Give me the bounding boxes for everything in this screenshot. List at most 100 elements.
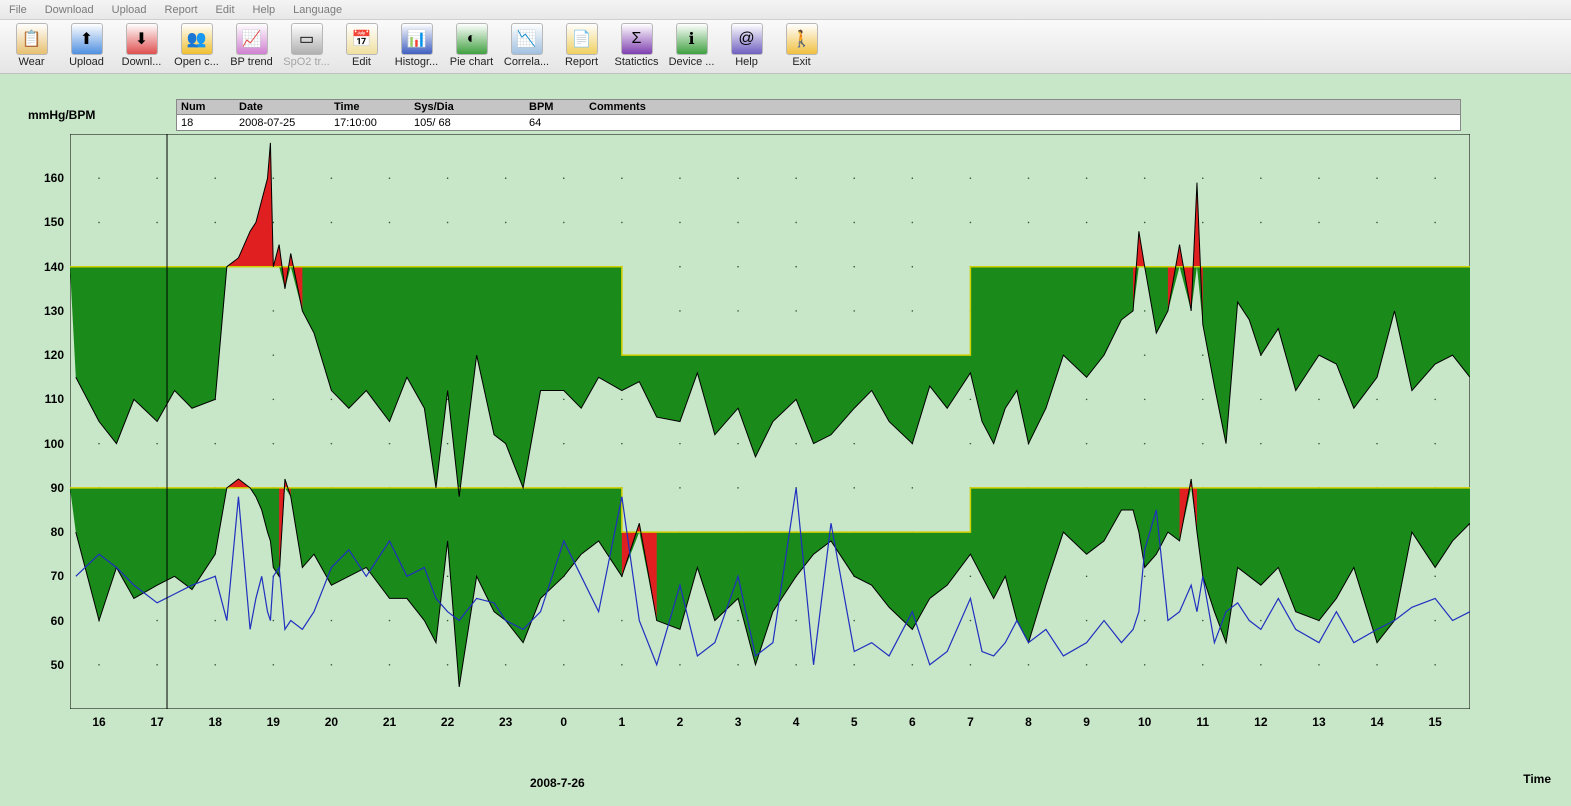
ytick: 130 [34,304,64,318]
xtick: 2 [670,715,690,729]
data-row[interactable]: 18 2008-07-25 17:10:00 105/ 68 64 [176,115,1461,131]
menu-help[interactable]: Help [244,2,285,18]
exit-icon: 🚶 [786,23,818,55]
help-icon: @ [731,23,763,55]
spotr-icon: ▭ [291,23,323,55]
tool-label: Report [554,56,609,68]
tool-bptrend[interactable]: 📈BP trend [224,22,279,68]
ytick: 100 [34,437,64,451]
ytick: 60 [34,614,64,628]
tool-label: Upload [59,56,114,68]
bp-trend-plot[interactable] [70,134,1470,709]
bptrend-icon: 📈 [236,23,268,55]
ytick: 120 [34,348,64,362]
xtick: 3 [728,715,748,729]
xtick: 14 [1367,715,1387,729]
col-com: Comments [589,101,1460,113]
tool-histogr[interactable]: 📊Histogr... [389,22,444,68]
xtick: 10 [1135,715,1155,729]
piechart-icon: ◐ [456,23,488,55]
statictics-icon: Σ [621,23,653,55]
menubar: FileDownloadUploadReportEditHelpLanguage [0,0,1571,20]
xtick: 17 [147,715,167,729]
chart-area: mmHg/BPM Num Date Time Sys/Dia BPM Comme… [0,74,1571,806]
correla-icon: 📉 [511,23,543,55]
ytick: 70 [34,569,64,583]
tool-label: Device ... [664,56,719,68]
menu-download[interactable]: Download [36,2,103,18]
tool-openc[interactable]: 👥Open c... [169,22,224,68]
xtick: 8 [1019,715,1039,729]
tool-spotr: ▭SpO2 tr... [279,22,334,68]
xtick: 0 [554,715,574,729]
tool-edit[interactable]: 📅Edit [334,22,389,68]
tool-correla[interactable]: 📉Correla... [499,22,554,68]
xtick: 13 [1309,715,1329,729]
tool-label: Correla... [499,56,554,68]
col-date: Date [239,101,334,113]
tool-label: BP trend [224,56,279,68]
tool-label: Statictics [609,56,664,68]
menu-file[interactable]: File [0,2,36,18]
tool-downl[interactable]: ⬇Downl... [114,22,169,68]
tool-exit[interactable]: 🚶Exit [774,22,829,68]
ytick: 90 [34,481,64,495]
xtick: 15 [1425,715,1445,729]
menu-language[interactable]: Language [284,2,351,18]
histogr-icon: 📊 [401,23,433,55]
tool-label: Exit [774,56,829,68]
menu-upload[interactable]: Upload [103,2,156,18]
tool-report[interactable]: 📄Report [554,22,609,68]
tool-label: Histogr... [389,56,444,68]
data-header: Num Date Time Sys/Dia BPM Comments [176,99,1461,115]
ytick: 80 [34,525,64,539]
edit-icon: 📅 [346,23,378,55]
x-date-label: 2008-7-26 [530,776,585,790]
xtick: 12 [1251,715,1271,729]
toolbar: 📋Wear⬆Upload⬇Downl...👥Open c...📈BP trend… [0,20,1571,74]
xtick: 19 [263,715,283,729]
tool-statictics[interactable]: ΣStatictics [609,22,664,68]
tool-label: Help [719,56,774,68]
openc-icon: 👥 [181,23,213,55]
device-icon: ℹ [676,23,708,55]
ytick: 110 [34,392,64,406]
tool-help[interactable]: @Help [719,22,774,68]
xtick: 1 [612,715,632,729]
wear-icon: 📋 [16,23,48,55]
val-bpm: 64 [529,117,589,129]
tool-device[interactable]: ℹDevice ... [664,22,719,68]
col-sys: Sys/Dia [414,101,529,113]
menu-report[interactable]: Report [156,2,207,18]
xtick: 23 [496,715,516,729]
tool-wear[interactable]: 📋Wear [4,22,59,68]
xtick: 5 [844,715,864,729]
ytick: 50 [34,658,64,672]
tool-label: Edit [334,56,389,68]
tool-upload[interactable]: ⬆Upload [59,22,114,68]
val-sys: 105/ 68 [414,117,529,129]
xtick: 11 [1193,715,1213,729]
upload-icon: ⬆ [71,23,103,55]
report-icon: 📄 [566,23,598,55]
tool-label: Pie chart [444,56,499,68]
val-time: 17:10:00 [334,117,414,129]
tool-label: Wear [4,56,59,68]
xtick: 7 [960,715,980,729]
xtick: 21 [380,715,400,729]
tool-label: Downl... [114,56,169,68]
val-date: 2008-07-25 [239,117,334,129]
xtick: 18 [205,715,225,729]
y-axis-label: mmHg/BPM [28,108,95,122]
tool-label: SpO2 tr... [279,56,334,68]
x-axis-label: Time [1523,772,1551,786]
xtick: 22 [438,715,458,729]
col-bpm: BPM [529,101,589,113]
menu-edit[interactable]: Edit [207,2,244,18]
ytick: 140 [34,260,64,274]
tool-piechart[interactable]: ◐Pie chart [444,22,499,68]
xtick: 4 [786,715,806,729]
xtick: 16 [89,715,109,729]
xtick: 6 [902,715,922,729]
xtick: 9 [1077,715,1097,729]
